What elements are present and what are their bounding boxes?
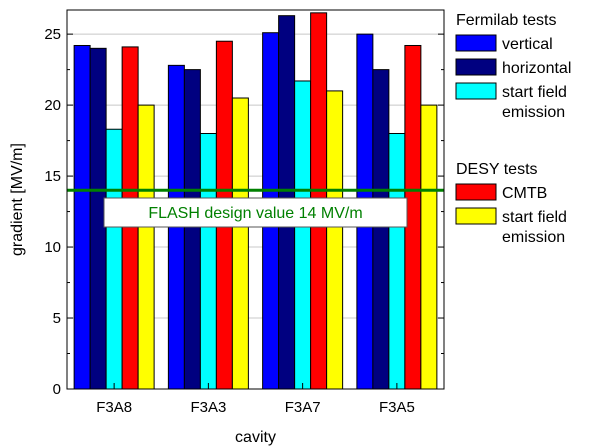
- bar: [420, 104, 438, 390]
- legend-label: vertical: [502, 36, 553, 53]
- y-axis: 0 5 10 15 20 25: [44, 26, 444, 398]
- legend-label: horizontal: [502, 60, 571, 77]
- legend-group-title: Fermilab tests: [456, 12, 556, 29]
- y-tick-label: 5: [53, 310, 61, 327]
- legend-label: CMTB: [502, 185, 547, 202]
- x-tick-label: F3A8: [96, 399, 132, 416]
- y-axis-label: gradient [MV/m]: [9, 143, 26, 256]
- x-axis-label: cavity: [235, 429, 276, 446]
- bar: [105, 128, 123, 390]
- legend-group-title: DESY tests: [456, 161, 538, 178]
- x-tick-label: F3A3: [190, 399, 226, 416]
- bar: [73, 44, 91, 390]
- bar: [372, 69, 390, 390]
- bar: [294, 80, 312, 390]
- reference-label-box: [103, 197, 408, 228]
- legend-swatch: [455, 183, 497, 201]
- bar: [231, 97, 249, 390]
- bar: [199, 132, 217, 390]
- x-tick-label: F3A5: [379, 399, 415, 416]
- legend: Fermilab tests vertical horizontal start fi…: [455, 12, 571, 246]
- legend-swatch: [455, 82, 497, 100]
- x-tick-label: F3A7: [285, 399, 321, 416]
- plot-frame: [66, 9, 445, 390]
- y-tick-label: 25: [44, 26, 61, 43]
- y-tick-label: 20: [44, 97, 61, 114]
- legend-label: emission: [502, 229, 565, 246]
- bar: [388, 132, 406, 390]
- legend-label: start field: [502, 84, 567, 101]
- y-tick-label: 10: [44, 239, 61, 256]
- legend-swatch: [455, 34, 497, 52]
- y-tick-label: 15: [44, 168, 61, 185]
- x-axis: F3A8 F3A3 F3A7 F3A5: [96, 383, 415, 416]
- bar: [137, 104, 155, 390]
- legend-swatch: [455, 207, 497, 225]
- bar: [183, 69, 201, 390]
- legend-label: emission: [502, 104, 565, 121]
- legend-label: start field: [502, 209, 567, 226]
- reference-label: FLASH design value 14 MV/m: [148, 205, 362, 222]
- y-tick-label: 0: [53, 381, 61, 398]
- reference-line-group: FLASH design value 14 MV/m: [67, 188, 444, 228]
- bar: [326, 90, 344, 390]
- legend-swatch: [455, 58, 497, 76]
